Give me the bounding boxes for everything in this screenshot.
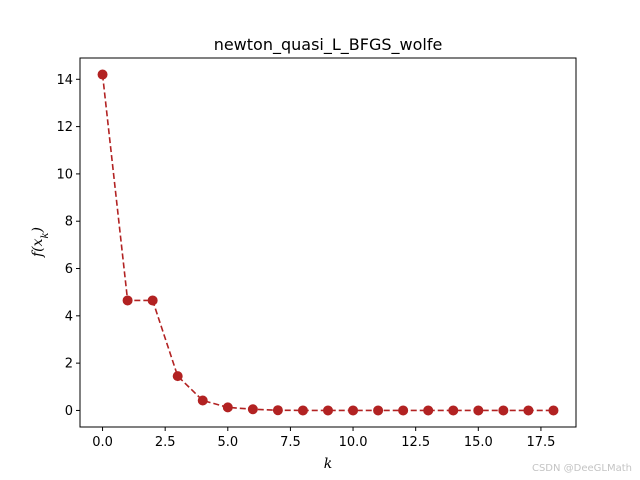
- plot-frame: [79, 57, 577, 428]
- y-tick-label: 12: [56, 120, 73, 135]
- y-tick-label: 6: [65, 262, 73, 277]
- x-tick-label: 0.0: [92, 435, 113, 450]
- plot-area: [80, 58, 576, 427]
- data-point: [172, 371, 183, 382]
- data-point: [548, 405, 559, 416]
- x-tick-label: 7.5: [280, 435, 301, 450]
- data-point: [473, 405, 484, 416]
- chart-title: newton_quasi_L_BFGS_wolfe: [214, 35, 443, 55]
- data-point: [272, 405, 283, 416]
- data-point: [147, 295, 158, 306]
- y-tick-label: 14: [56, 73, 73, 88]
- data-point: [222, 402, 233, 413]
- data-point: [523, 405, 534, 416]
- x-tick-label: 2.5: [155, 435, 176, 450]
- x-tick-label: 5.0: [217, 435, 238, 450]
- x-tick-label: 17.5: [526, 435, 555, 450]
- data-point: [97, 69, 108, 80]
- y-tick-label: 2: [65, 357, 73, 372]
- data-point: [423, 405, 434, 416]
- data-point: [498, 405, 509, 416]
- y-tick-label: 0: [65, 404, 73, 419]
- data-point: [197, 395, 208, 406]
- y-tick-label: 10: [56, 167, 73, 182]
- watermark: CSDN @DeeGLMath: [531, 463, 632, 474]
- data-point: [348, 405, 359, 416]
- x-axis-label: k: [324, 456, 332, 472]
- plot-layer: [97, 69, 559, 416]
- x-tick-label: 12.5: [401, 435, 430, 450]
- y-tick-label: 8: [65, 215, 73, 230]
- axes-layer: 0.0 2.5 5.0 7.5 10.0 12.5 15.0 17.5 0 2 4 6 8 10 12 14: [56, 73, 555, 450]
- data-point: [122, 295, 133, 306]
- data-point: [373, 405, 384, 416]
- y-axis-label: f(xk): [30, 227, 51, 258]
- data-point: [448, 405, 459, 416]
- data-point: [323, 405, 333, 416]
- y-axis-label-subscript: k: [40, 232, 51, 238]
- data-point: [398, 405, 409, 416]
- data-point: [247, 404, 258, 415]
- data-point: [297, 405, 308, 416]
- x-tick-label: 10.0: [339, 435, 368, 450]
- y-tick-label: 4: [65, 309, 73, 324]
- x-tick-label: 15.0: [464, 435, 493, 450]
